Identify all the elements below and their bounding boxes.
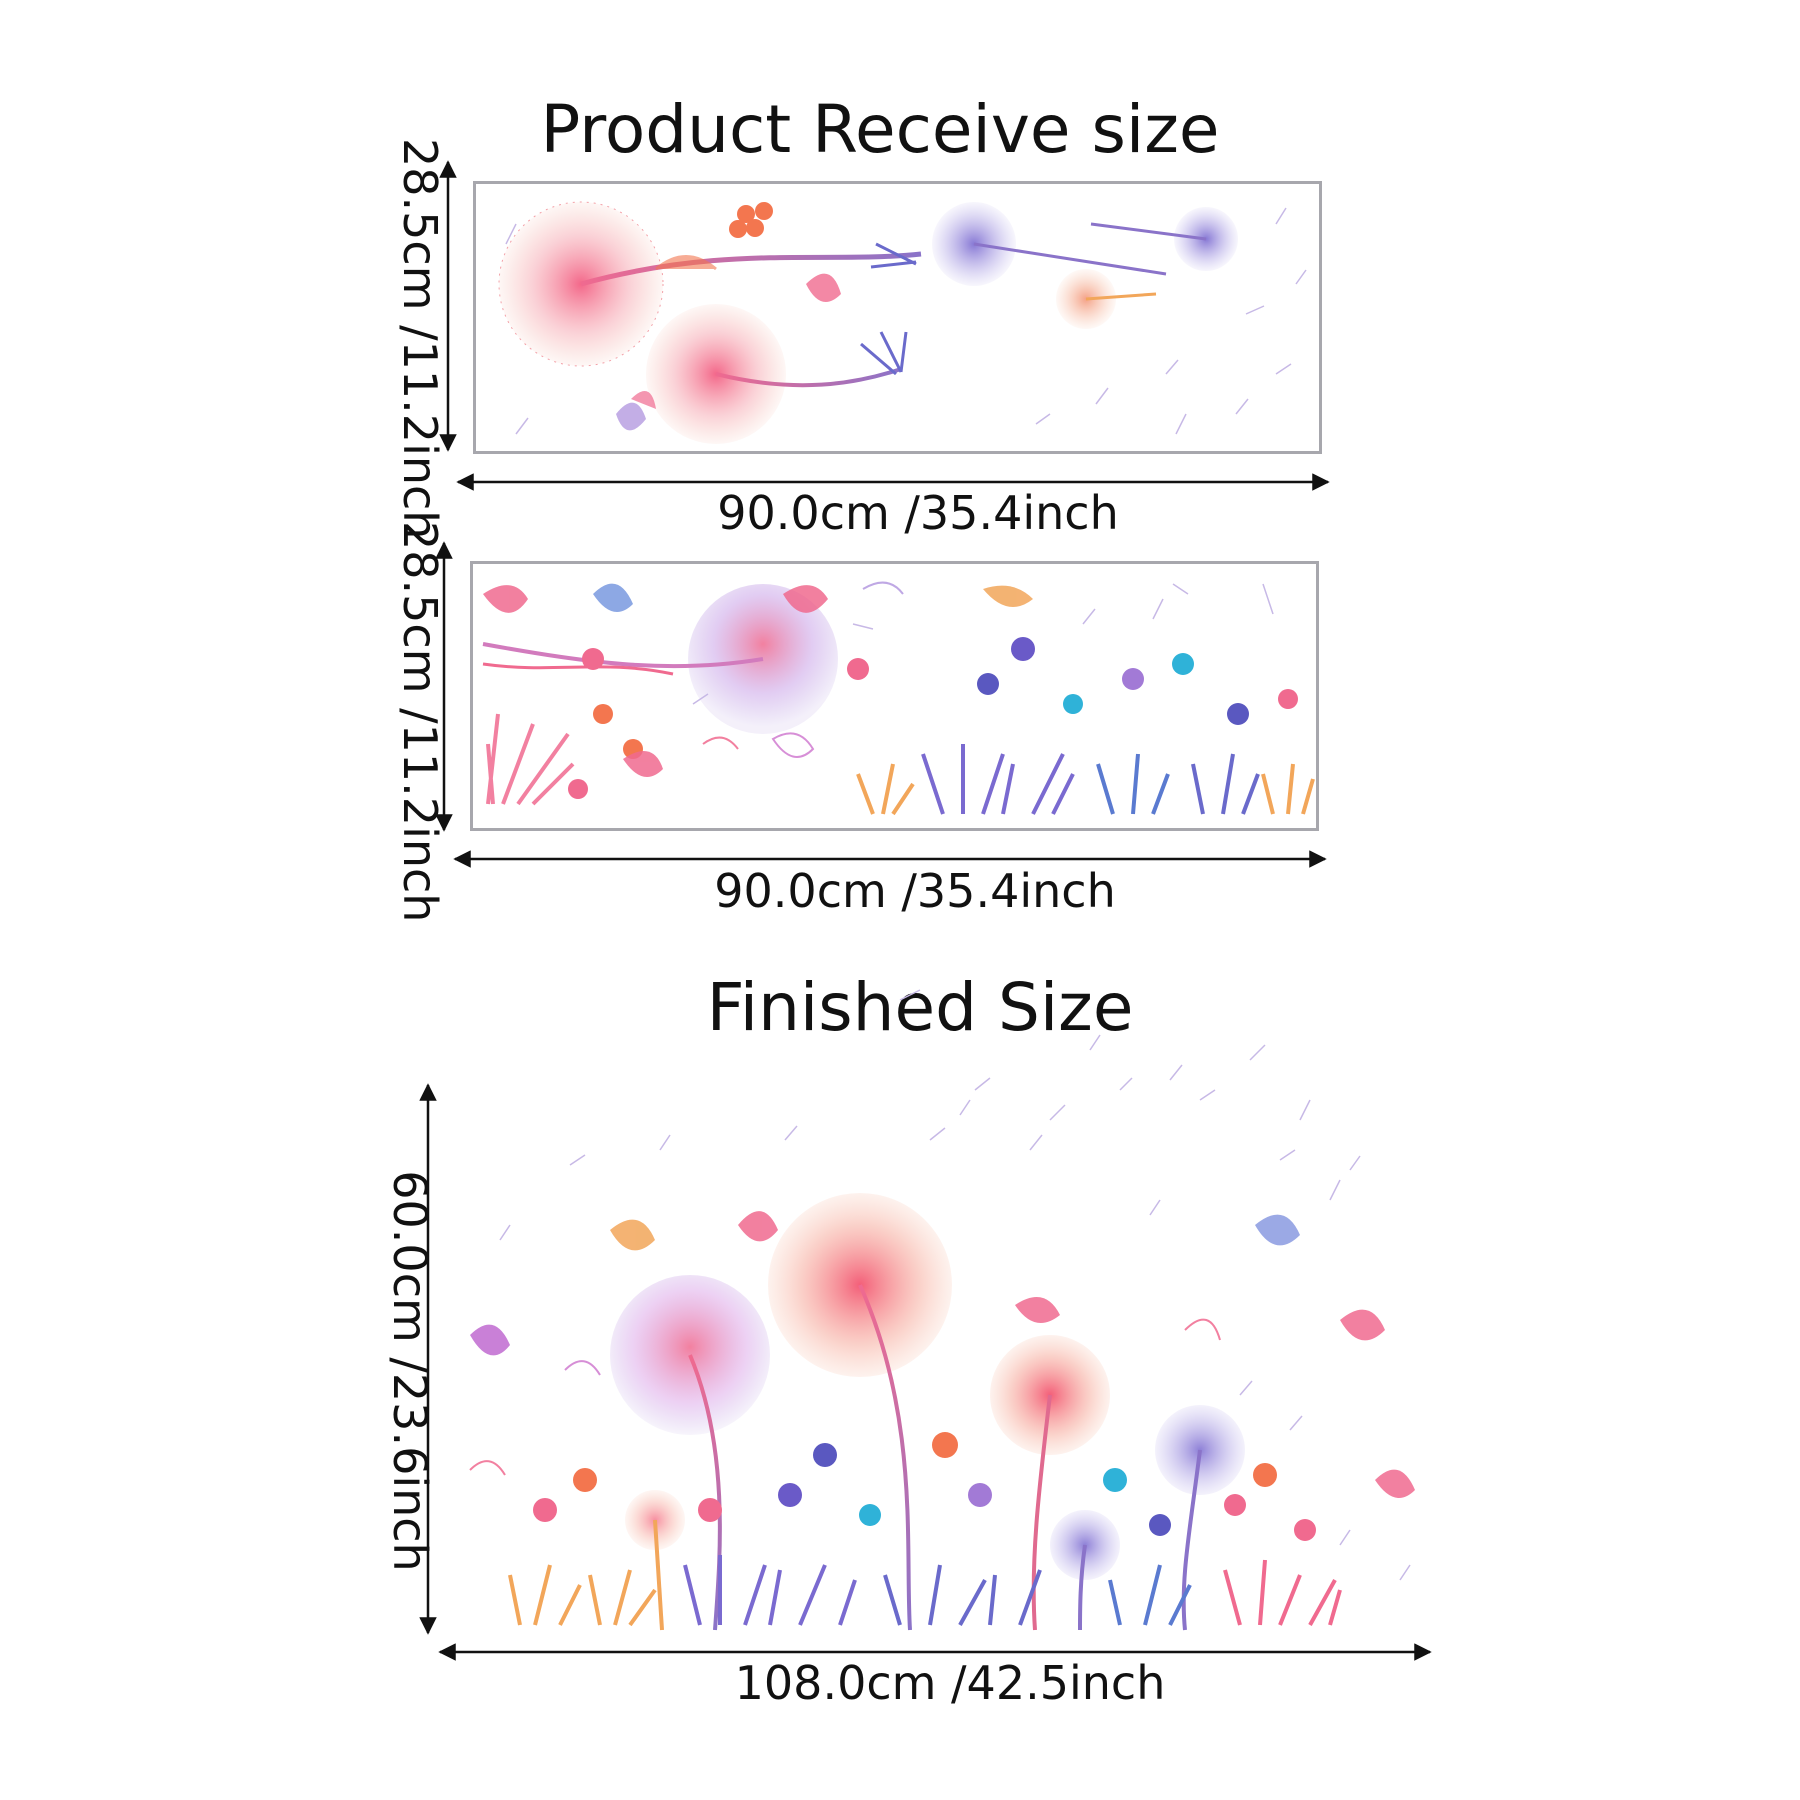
sticker-sheet-1 (473, 181, 1322, 454)
dandelion-icon (932, 202, 1238, 329)
flower-icon (729, 202, 773, 238)
sheet-1-artwork (498, 201, 1307, 444)
sheet-2-artwork (482, 581, 1315, 816)
flower-icon (533, 1432, 1316, 1541)
seed-icon (499, 989, 1411, 1581)
dandelion-icon (610, 1193, 1245, 1580)
grass-icon (860, 242, 917, 376)
finished-height-label: 60.0cm /23.6inch (383, 1170, 437, 1572)
sheet-2-width-label: 90.0cm /35.4inch (714, 864, 1116, 918)
sheet-1-height-label: 28.5cm /11.2inch (393, 138, 447, 540)
grass-icon (508, 1555, 1342, 1627)
sheet-2-height-label: 28.5cm /11.2inch (393, 521, 447, 923)
grass-icon (856, 744, 1315, 816)
butterfly-icon (616, 273, 841, 431)
sheet-1-width-label: 90.0cm /35.4inch (717, 486, 1119, 540)
grass-icon (486, 713, 575, 806)
finished-width-label: 108.0cm /42.5inch (734, 1656, 1166, 1710)
sticker-sheet-2 (470, 561, 1319, 831)
finished-heading: Finished Size (706, 969, 1134, 1046)
receive-heading: Product Receive size (540, 91, 1220, 168)
seed-icon (505, 207, 1307, 435)
butterfly-icon (469, 1211, 1415, 1498)
flower-icon (568, 637, 1298, 799)
butterfly-icon (483, 581, 1033, 777)
seed-icon (692, 583, 1274, 705)
